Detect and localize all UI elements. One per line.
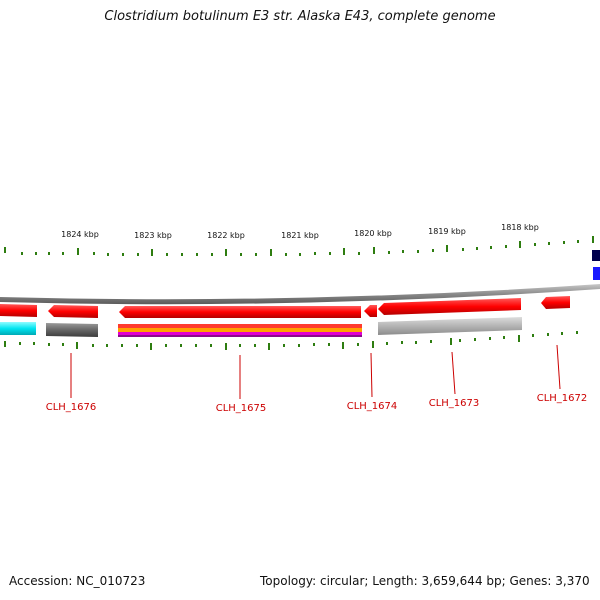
feature-cyan[interactable] bbox=[0, 322, 36, 335]
gene-arrow-CLH_1672[interactable] bbox=[541, 296, 570, 309]
gene-label-CLH_1674[interactable]: CLH_1674 bbox=[347, 401, 398, 412]
gene-arrow-CLH_1675[interactable] bbox=[119, 306, 361, 318]
outer-minor-ticks bbox=[4, 240, 579, 256]
gene-label-CLH_1672[interactable]: CLH_1672 bbox=[537, 393, 588, 404]
scale-label-1823kbp: 1823 kbp bbox=[134, 231, 172, 240]
gene-arrow-CLH_1674[interactable] bbox=[364, 305, 377, 317]
inner-minor-ticks bbox=[4, 331, 578, 347]
label-leaders bbox=[70, 344, 561, 399]
gene-arrow-CLH_1673[interactable] bbox=[378, 298, 521, 315]
feature-gray-dark[interactable] bbox=[46, 323, 98, 337]
feature-blue[interactable] bbox=[593, 267, 600, 280]
scale-label-1819kbp: 1819 kbp bbox=[428, 227, 466, 236]
gene-arrow-left-edge[interactable] bbox=[0, 304, 37, 317]
topology-text: Topology: circular; Length: 3,659,644 bp… bbox=[260, 574, 590, 588]
feature-purple-band[interactable] bbox=[118, 335, 362, 337]
feature-dark-blue[interactable] bbox=[592, 250, 600, 261]
feature-orange-band[interactable] bbox=[118, 328, 362, 332]
genome-backbone bbox=[0, 284, 600, 305]
inner-major-ticks bbox=[76, 335, 520, 350]
feature-magenta-band[interactable] bbox=[118, 332, 362, 335]
gene-label-CLH_1675[interactable]: CLH_1675 bbox=[216, 403, 267, 414]
cds-track[interactable] bbox=[0, 296, 570, 318]
accession-text: Accession: NC_010723 bbox=[9, 574, 146, 588]
scale-label-1820kbp: 1820 kbp bbox=[354, 229, 392, 238]
feature-red-band[interactable] bbox=[118, 324, 362, 328]
scale-label-1822kbp: 1822 kbp bbox=[207, 231, 245, 240]
scale-label-1821kbp: 1821 kbp bbox=[281, 231, 319, 240]
scale-label-1824kbp: 1824 kbp bbox=[61, 230, 99, 239]
genome-title: Clostridium botulinum E3 str. Alaska E43… bbox=[104, 9, 496, 24]
gene-label-CLH_1676[interactable]: CLH_1676 bbox=[46, 402, 97, 413]
scale-label-1818kbp: 1818 kbp bbox=[501, 223, 539, 232]
gene-label-CLH_1673[interactable]: CLH_1673 bbox=[429, 398, 480, 409]
feature-gray-light[interactable] bbox=[378, 317, 522, 335]
outer-major-ticks bbox=[77, 236, 594, 256]
gene-arrow-CLH_1676[interactable] bbox=[48, 305, 98, 318]
feature-ring[interactable] bbox=[0, 317, 522, 337]
